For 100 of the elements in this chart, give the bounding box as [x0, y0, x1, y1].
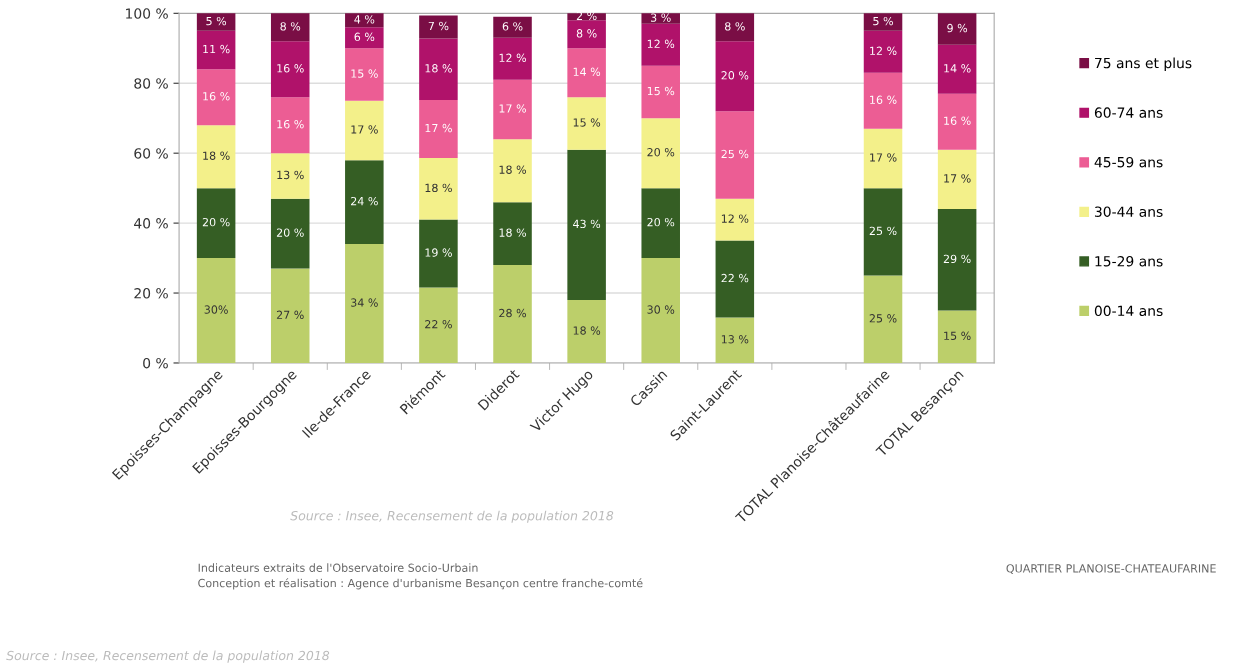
bar — [567, 20, 606, 49]
y-tick-label: 0 % — [143, 357, 168, 369]
data-label: 5 % — [873, 16, 893, 26]
data-label: 12 % — [647, 39, 675, 49]
data-label: 17 % — [944, 174, 971, 183]
data-label: 20 % — [721, 71, 749, 80]
bar — [863, 188, 903, 276]
data-label: 4 % — [354, 15, 375, 24]
bar — [493, 265, 532, 363]
data-label: 34 % — [351, 298, 378, 307]
bar — [196, 258, 236, 363]
bar — [345, 100, 384, 161]
data-label: 17 % — [425, 123, 452, 133]
y-tick-label: 40 % — [134, 218, 168, 229]
bar — [419, 100, 458, 159]
data-label: 29 % — [943, 254, 971, 264]
data-label: 43 % — [573, 219, 601, 229]
bar — [641, 118, 680, 189]
bar — [937, 93, 977, 150]
data-label: 18 % — [499, 165, 527, 174]
data-label: 18 % — [425, 64, 452, 73]
y-tick-label: 100 % — [126, 8, 168, 19]
legend-label: 75 ans et plus — [1095, 57, 1192, 71]
data-label: 12 % — [499, 53, 527, 62]
bar — [345, 27, 384, 49]
bar — [196, 30, 236, 70]
data-label: 3 % — [650, 13, 671, 22]
bar — [493, 37, 532, 80]
bar — [270, 198, 310, 269]
legend-label: 30-44 ans — [1094, 206, 1163, 217]
bar — [715, 13, 755, 42]
bar — [419, 38, 458, 101]
data-label: 28 % — [499, 308, 527, 318]
bar — [493, 79, 532, 140]
data-label: 18 % — [425, 183, 452, 193]
bar — [937, 13, 977, 45]
data-label: 12 % — [870, 46, 897, 56]
data-label: 8 % — [725, 22, 745, 31]
data-label: 17 % — [499, 104, 527, 113]
bar — [715, 111, 755, 199]
data-label: 20 % — [202, 217, 230, 227]
bar — [937, 209, 977, 311]
data-label: 11 % — [203, 44, 230, 54]
bar — [715, 198, 755, 241]
bar — [567, 97, 606, 150]
bar — [863, 275, 903, 363]
bar — [419, 219, 458, 288]
data-label: 20 % — [276, 228, 304, 237]
bar — [419, 15, 458, 39]
data-label: 15 % — [944, 331, 971, 340]
data-label: 18 % — [499, 228, 527, 237]
data-label: 25 % — [869, 226, 897, 236]
data-label: 5 % — [206, 16, 227, 26]
data-label: 8 % — [576, 29, 597, 38]
bar — [345, 244, 384, 363]
bar — [937, 44, 977, 94]
data-label: 22 % — [721, 273, 749, 283]
data-label: 15 % — [647, 86, 675, 96]
data-label: 6 % — [354, 32, 375, 42]
data-label: 17 % — [351, 125, 378, 134]
bar — [345, 48, 384, 101]
data-label: 27 % — [276, 310, 304, 319]
data-label: 16 % — [277, 64, 304, 73]
y-tick-label: 80 % — [134, 78, 168, 89]
bar — [641, 13, 680, 24]
legend-label: 15-29 ans — [1095, 256, 1163, 267]
legend-label: 45-59 ans — [1094, 156, 1163, 168]
bar — [493, 202, 532, 266]
data-label: 12 % — [721, 214, 749, 223]
legend-label: 60-74 ans — [1094, 107, 1163, 118]
data-label: 9 % — [947, 23, 968, 33]
bar — [863, 13, 903, 31]
source-note: Source : Insee, Recensement de la population 2018 — [6, 650, 330, 663]
data-label: 7 % — [428, 21, 449, 31]
text: QUARTIER PLANOISE-CHATEAUFARINE — [1006, 564, 1216, 574]
data-label: 30 % — [647, 305, 675, 314]
data-label: 13 % — [277, 170, 304, 180]
bar — [863, 128, 903, 189]
data-label: 16 % — [944, 116, 971, 125]
bar — [270, 41, 310, 98]
data-label: 22 % — [425, 320, 452, 329]
bar — [196, 125, 236, 189]
data-label: 25 % — [869, 314, 897, 323]
bar — [270, 268, 310, 363]
data-label: 18 % — [573, 326, 601, 335]
data-label: 14 % — [573, 67, 601, 76]
bar — [196, 188, 236, 259]
source-note: Source : Insee, Recensement de la population 2018 — [290, 510, 614, 523]
data-label: 25 % — [721, 149, 749, 159]
y-tick-label: 20 % — [134, 288, 168, 299]
bar — [937, 310, 977, 363]
bar — [641, 23, 680, 66]
bar — [715, 41, 755, 112]
data-label: 19 % — [425, 248, 452, 257]
bar — [345, 13, 384, 28]
bar — [937, 149, 977, 210]
data-label: 8 % — [280, 22, 301, 31]
bar — [567, 300, 606, 363]
bar — [270, 97, 310, 154]
data-label: 2 % — [576, 11, 597, 21]
